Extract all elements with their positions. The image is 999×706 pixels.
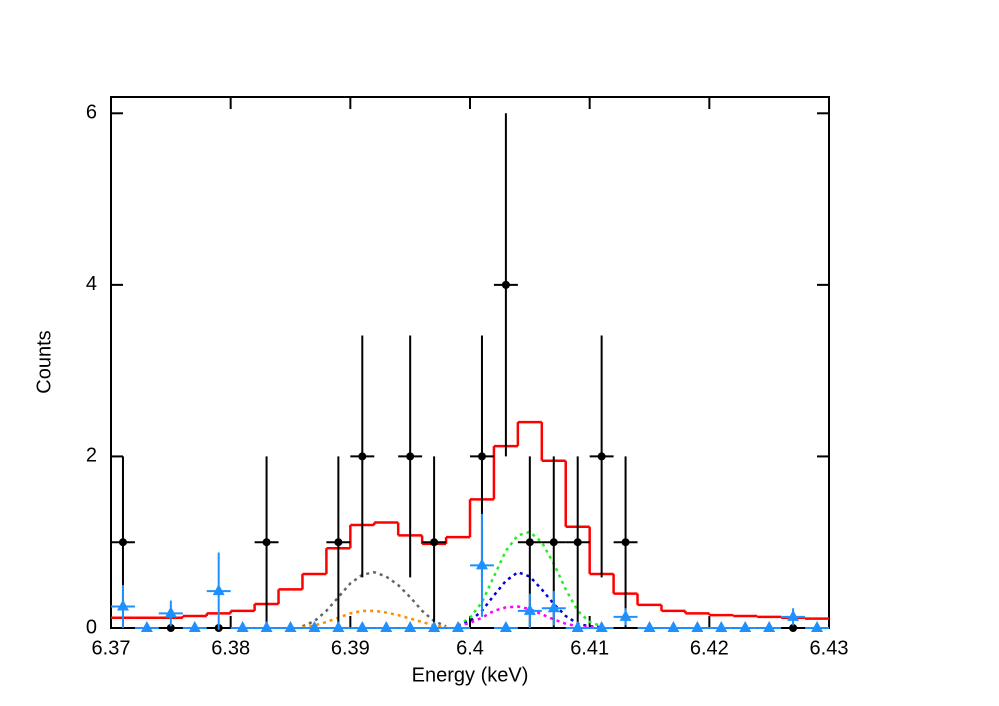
point — [597, 452, 606, 461]
point — [356, 621, 369, 632]
y-tick-label: 2 — [86, 445, 97, 467]
point — [571, 621, 584, 632]
plot-frame — [110, 96, 830, 629]
point — [691, 621, 704, 632]
point — [188, 621, 201, 632]
point — [525, 538, 534, 547]
point — [260, 621, 273, 632]
point — [763, 621, 776, 632]
point — [116, 599, 129, 611]
point — [380, 621, 393, 632]
point — [475, 558, 488, 570]
point — [523, 603, 536, 615]
point — [715, 621, 728, 632]
point — [501, 280, 510, 289]
x-tick-label: 6.38 — [211, 637, 250, 659]
point — [667, 621, 680, 632]
point — [789, 624, 798, 632]
y-tick-label: 0 — [86, 616, 97, 638]
point — [118, 538, 127, 547]
point — [332, 621, 345, 632]
point — [406, 452, 415, 461]
x-tick-label: 6.42 — [690, 637, 729, 659]
point — [236, 621, 249, 632]
point — [643, 621, 656, 632]
x-axis-label: Energy (keV) — [412, 664, 529, 686]
y-tick-label: 4 — [86, 273, 97, 295]
point — [477, 452, 486, 461]
point — [621, 538, 630, 547]
point — [140, 621, 153, 632]
model-component — [301, 570, 447, 628]
x-tick-label: 6.37 — [92, 637, 131, 659]
point — [166, 624, 175, 632]
x-tick-label: 6.41 — [570, 637, 609, 659]
y-axis-label: Counts — [33, 330, 55, 393]
point — [549, 538, 558, 547]
point — [499, 621, 512, 632]
model-component — [302, 609, 447, 629]
point — [573, 538, 582, 547]
point — [428, 621, 441, 632]
point — [404, 621, 417, 632]
point — [284, 621, 297, 632]
y-tick-label: 6 — [86, 102, 97, 124]
point — [430, 538, 439, 547]
point — [787, 609, 800, 621]
point — [334, 538, 343, 547]
point — [212, 584, 225, 596]
x-tick-label: 6.39 — [331, 637, 370, 659]
point — [308, 621, 321, 632]
point — [452, 621, 465, 632]
x-tick-label: 6.4 — [456, 637, 484, 659]
point — [358, 452, 367, 461]
point — [619, 609, 632, 621]
point — [547, 601, 560, 613]
point — [739, 621, 752, 632]
x-tick-label: 6.43 — [810, 637, 849, 659]
point — [811, 621, 824, 632]
point — [262, 538, 271, 547]
point — [164, 606, 177, 618]
point — [595, 621, 608, 632]
